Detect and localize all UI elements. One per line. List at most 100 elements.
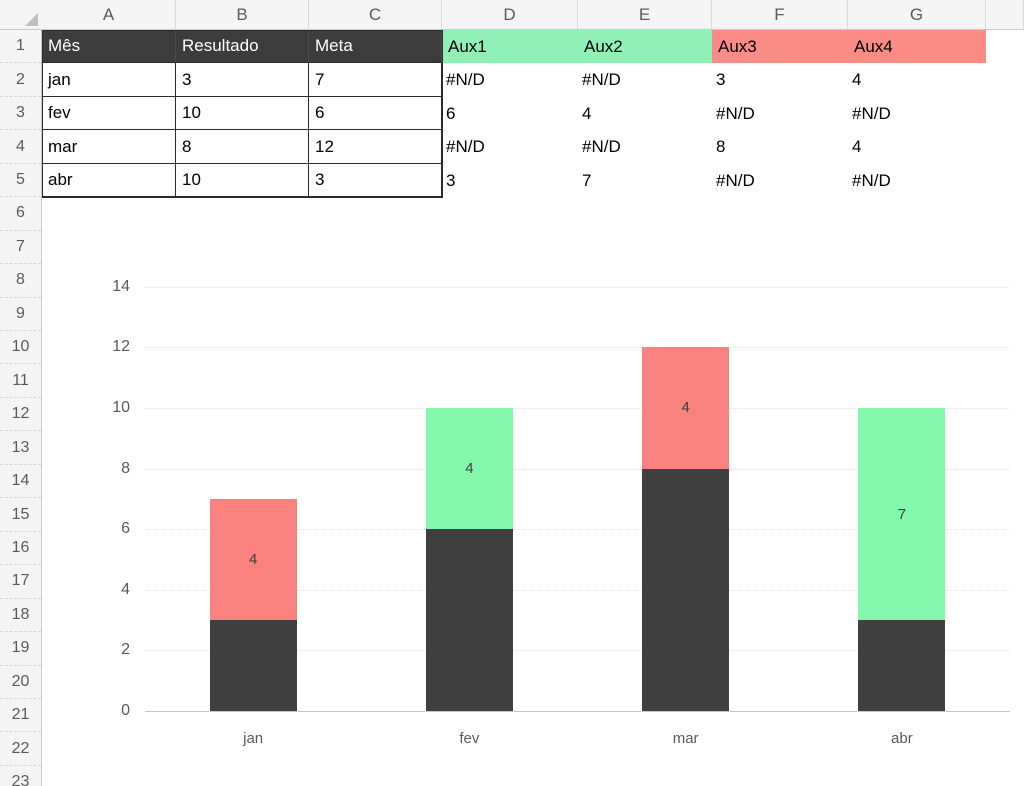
chart-gridline [145, 408, 1010, 409]
row-header-1[interactable]: 1 [0, 30, 41, 64]
y-axis-tick-label: 14 [112, 277, 130, 295]
bar-segment-dark-fev[interactable] [425, 529, 513, 711]
row-header-17[interactable]: 17 [0, 565, 41, 599]
column-header-D[interactable]: D [442, 0, 578, 29]
cell-C3[interactable]: 6 [309, 96, 442, 131]
row-header-23[interactable]: 23 [0, 766, 41, 786]
row-header-9[interactable]: 9 [0, 298, 41, 332]
cell-C5[interactable]: 3 [309, 163, 442, 198]
row-header-11[interactable]: 11 [0, 365, 41, 398]
cell-C1[interactable]: Meta [309, 30, 442, 64]
cell-F1[interactable]: Aux3 [712, 30, 848, 64]
row-header-10[interactable]: 10 [0, 331, 41, 365]
cell-E2[interactable]: #N/D [582, 70, 621, 90]
x-axis-category-label-fev: fev [459, 730, 480, 747]
bar-segment-dark-abr[interactable] [858, 620, 946, 711]
row-header-16[interactable]: 16 [0, 532, 41, 566]
chart-gridline [145, 347, 1010, 349]
cell-B3[interactable]: 10 [176, 96, 309, 131]
bar-data-label: 4 [681, 399, 690, 417]
cell-D4[interactable]: #N/D [446, 137, 485, 157]
column-header-blank[interactable] [986, 0, 1024, 29]
bar-segment-green-abr[interactable]: 7 [858, 408, 946, 621]
select-all-button[interactable] [0, 0, 41, 29]
y-axis-tick-label: 12 [112, 338, 130, 356]
row-header-5[interactable]: 5 [0, 164, 41, 198]
row-header-2[interactable]: 2 [0, 63, 41, 97]
cell-E3[interactable]: 4 [582, 103, 592, 123]
column-header-A[interactable]: A [42, 0, 176, 29]
cell-A5[interactable]: abr [42, 163, 176, 198]
column-header-G[interactable]: G [848, 0, 986, 29]
bar-segment-dark-mar[interactable] [642, 468, 730, 711]
x-axis-category-label-mar: mar [672, 730, 699, 747]
cell-A4[interactable]: mar [42, 130, 176, 164]
row-header-3[interactable]: 3 [0, 97, 41, 131]
cell-G1[interactable]: Aux4 [848, 30, 986, 64]
cell-A2[interactable]: jan [42, 63, 176, 97]
row-header-8[interactable]: 8 [0, 264, 41, 298]
cell-E5[interactable]: 7 [582, 170, 592, 190]
cell-D5[interactable]: 3 [446, 170, 456, 190]
row-header-7[interactable]: 7 [0, 231, 41, 265]
bar-segment-red-mar[interactable]: 4 [642, 347, 730, 469]
row-header-21[interactable]: 21 [0, 699, 41, 733]
cell-B4[interactable]: 8 [176, 130, 309, 164]
cell-G4[interactable]: 4 [852, 137, 862, 157]
row-header-15[interactable]: 15 [0, 498, 41, 532]
cell-E1[interactable]: Aux2 [578, 30, 712, 64]
select-all-triangle-icon [25, 13, 38, 26]
row-header-22[interactable]: 22 [0, 732, 41, 766]
y-axis-tick-label: 4 [121, 580, 130, 598]
cell-C2[interactable]: 7 [309, 63, 442, 97]
cell-B5[interactable]: 10 [176, 163, 309, 198]
y-axis-tick-label: 8 [121, 459, 130, 477]
row-header-4[interactable]: 4 [0, 130, 41, 164]
row-header-18[interactable]: 18 [0, 599, 41, 633]
chart-gridline [145, 529, 1010, 531]
row-header-20[interactable]: 20 [0, 666, 41, 699]
cell-F2[interactable]: 3 [716, 70, 726, 90]
bar-segment-green-fev[interactable]: 4 [425, 408, 513, 530]
cell-F5[interactable]: #N/D [716, 170, 755, 190]
y-axis-tick-label: 6 [121, 520, 130, 538]
bar-segment-red-jan[interactable]: 4 [209, 498, 297, 621]
y-axis-tick-label: 10 [112, 399, 130, 416]
cell-E4[interactable]: #N/D [582, 137, 621, 157]
cell-B1[interactable]: Resultado [176, 30, 309, 64]
x-axis-category-label-abr: abr [891, 730, 913, 747]
chart-gridline [145, 468, 1010, 470]
row-header-14[interactable]: 14 [0, 465, 41, 499]
x-axis-category-label-jan: jan [243, 730, 264, 747]
cell-G5[interactable]: #N/D [852, 170, 891, 190]
cell-D2[interactable]: #N/D [446, 70, 485, 90]
column-header-F[interactable]: F [712, 0, 848, 29]
bar-segment-dark-jan[interactable] [209, 620, 297, 711]
chart-gridline [145, 589, 1010, 591]
cell-A3[interactable]: fev [42, 96, 176, 131]
column-header-E[interactable]: E [578, 0, 712, 29]
bar-data-label: 4 [465, 460, 474, 478]
row-header-12[interactable]: 12 [0, 398, 41, 432]
cell-D3[interactable]: 6 [446, 103, 456, 123]
cell-G3[interactable]: #N/D [852, 103, 891, 123]
cell-F4[interactable]: 8 [716, 137, 726, 157]
chart-axis-line [145, 711, 1010, 712]
chart-gridline [145, 650, 1010, 652]
column-header-C[interactable]: C [309, 0, 442, 29]
cell-F3[interactable]: #N/D [716, 103, 755, 123]
row-header-strip: 1 2 3 4 5 6 7 8 9 10 11 12 13 14 15 16 17 18 19 20 21 22 23 [0, 30, 42, 786]
cell-A1[interactable]: Mês [42, 30, 176, 64]
row-header-13[interactable]: 13 [0, 431, 41, 465]
cell-G2[interactable]: 4 [852, 70, 862, 90]
cell-B2[interactable]: 3 [176, 63, 309, 97]
column-header-B[interactable]: B [176, 0, 309, 29]
row-header-19[interactable]: 19 [0, 632, 41, 666]
cell-C4[interactable]: 12 [309, 130, 442, 164]
row-header-6[interactable]: 6 [0, 197, 41, 231]
cell-D1[interactable]: Aux1 [442, 30, 578, 64]
y-axis-tick-label: 2 [121, 641, 130, 659]
bar-data-label: 7 [897, 505, 907, 523]
